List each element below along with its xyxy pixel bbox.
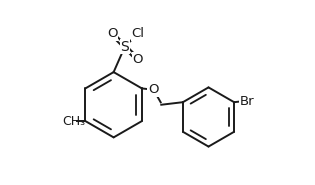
Text: O: O [107, 27, 117, 40]
Text: S: S [120, 40, 129, 54]
Text: Br: Br [239, 95, 254, 108]
Text: CH₃: CH₃ [62, 115, 85, 128]
Text: O: O [148, 83, 158, 96]
Text: Cl: Cl [131, 27, 144, 40]
Text: O: O [132, 53, 143, 66]
